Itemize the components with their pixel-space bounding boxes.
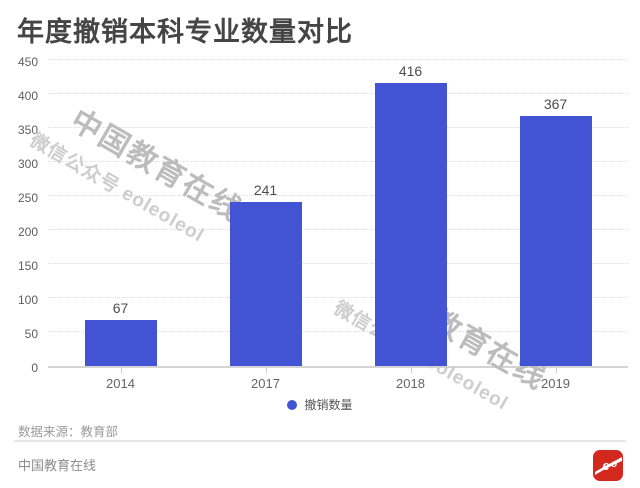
y-axis-tick-label: 0 [31, 361, 38, 375]
eol-logo-icon: e o [593, 450, 623, 481]
x-axis-tick [410, 368, 412, 373]
gridline [48, 93, 628, 94]
bar-2014 [84, 320, 157, 366]
gridline [48, 161, 628, 162]
y-axis-tick-label: 350 [17, 123, 38, 137]
bar-value-label: 241 [253, 182, 278, 199]
data-source-note: 数据来源：教育部 [18, 425, 119, 439]
svg-text:o: o [611, 459, 617, 470]
y-axis-tick-label: 400 [17, 89, 38, 103]
y-axis-tick-label: 300 [17, 157, 38, 171]
chart-title: 年度撤销本科专业数量对比 [17, 17, 353, 47]
bar-value-label: 67 [112, 300, 129, 317]
x-axis-tick [555, 368, 557, 373]
chart-legend: 撤销数量 [0, 396, 640, 413]
bar-value-label: 416 [398, 63, 423, 80]
bar-2017 [229, 202, 302, 366]
legend-dot-icon [287, 399, 298, 410]
gridline [48, 331, 628, 332]
bar-2018 [374, 83, 447, 366]
y-axis: 0 50 100 150 200 250 300 350 400 450 [0, 55, 38, 375]
y-axis-tick-label: 450 [17, 55, 38, 69]
gridline [48, 195, 628, 196]
brand-name: 中国教育在线 [18, 458, 97, 473]
x-axis-category-label: 2017 [251, 376, 280, 391]
legend-label: 撤销数量 [304, 398, 353, 412]
gridline [48, 263, 628, 264]
x-axis-category-label: 2014 [106, 376, 135, 391]
y-axis-tick-label: 50 [24, 327, 38, 341]
footer-divider [14, 440, 626, 442]
x-axis-tick [120, 368, 122, 373]
gridline [48, 229, 628, 230]
y-axis-tick-label: 100 [17, 293, 38, 307]
gridline [48, 59, 628, 60]
x-axis-category-label: 2019 [541, 376, 570, 391]
svg-text:e: e [602, 458, 609, 473]
x-axis-category-label: 2018 [396, 376, 425, 391]
y-axis-tick-label: 200 [17, 225, 38, 239]
bar-value-label: 367 [543, 96, 568, 113]
y-axis-tick-label: 150 [17, 259, 38, 273]
bar-chart-plot-area: 67 2014 241 2017 416 2018 367 2019 [48, 59, 628, 391]
gridline [48, 297, 628, 298]
bar-2019 [519, 116, 592, 366]
y-axis-tick-label: 250 [17, 191, 38, 205]
gridline [48, 127, 628, 128]
x-axis-tick [265, 368, 267, 373]
